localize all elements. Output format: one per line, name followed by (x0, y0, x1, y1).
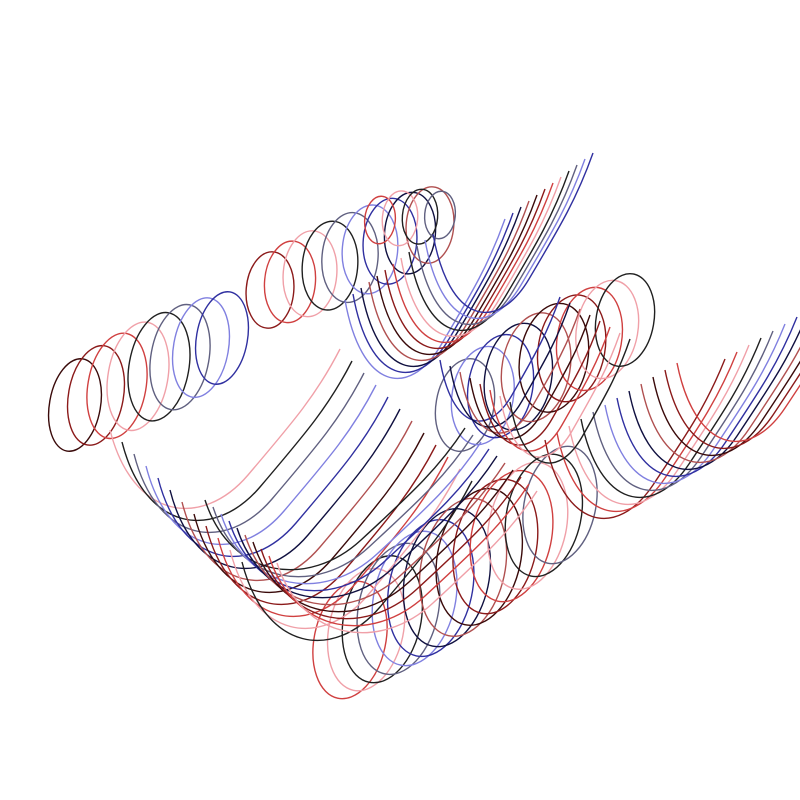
contour-line (450, 345, 515, 446)
contour-line (384, 188, 546, 350)
contour-line (469, 314, 591, 440)
contour-line (405, 186, 455, 264)
contour-line (500, 312, 572, 423)
contour-line (205, 444, 437, 605)
contour-line (241, 480, 473, 641)
contour-line (408, 170, 570, 332)
contour-line (193, 432, 425, 593)
contour-line (449, 302, 571, 428)
contour-line (664, 369, 800, 450)
contour-line (169, 408, 401, 569)
contour-line (628, 329, 800, 471)
contour-line (109, 348, 341, 509)
contour-line (344, 218, 506, 380)
contour-line (432, 152, 594, 314)
contour-line (386, 519, 475, 658)
contour-line (381, 190, 419, 247)
contour-line (341, 204, 399, 295)
contour-line (276, 490, 538, 634)
contour-line (466, 333, 535, 439)
contour-line (652, 360, 800, 457)
contour-line (489, 326, 611, 452)
contour-line (604, 323, 786, 485)
contour-line (145, 384, 377, 545)
contour-line (66, 344, 126, 446)
contour-line (47, 358, 103, 452)
contour-line (401, 188, 439, 245)
contour-line (127, 311, 191, 422)
contour-line (402, 508, 492, 648)
contour-line (352, 212, 514, 374)
contour-line (594, 272, 656, 368)
contour-line (252, 469, 514, 613)
contour-line (522, 445, 598, 565)
contour-line (181, 420, 413, 581)
contour-line (640, 346, 800, 464)
contour-line (217, 456, 449, 617)
contour-line (360, 206, 522, 368)
contour-line (616, 316, 798, 478)
contour-line (301, 220, 359, 311)
contour-line (434, 357, 496, 453)
contour-line (479, 320, 601, 446)
contour-line (229, 468, 461, 629)
contour-line (133, 372, 365, 533)
contour-line (149, 303, 211, 411)
contour-line (121, 360, 353, 521)
contour-line (499, 332, 621, 458)
contour-line (504, 453, 584, 578)
contour-line (157, 396, 389, 557)
contour-line (194, 291, 250, 385)
contour-line (556, 351, 738, 513)
contour-line (592, 330, 774, 492)
contour-line (544, 358, 726, 520)
contour-line (212, 434, 474, 578)
contour-line (575, 279, 640, 380)
contour-line (363, 195, 397, 245)
contour-line (676, 362, 800, 443)
contour-line (86, 332, 148, 440)
contour-line (509, 338, 631, 464)
contour-line (371, 530, 458, 667)
contour-line (245, 251, 295, 329)
contour-line (392, 182, 554, 344)
contour-line (376, 194, 538, 356)
contour-line (423, 190, 457, 240)
contour-line (171, 297, 231, 399)
contour-line (400, 176, 562, 338)
contour-line (435, 487, 524, 626)
contour-line (568, 344, 750, 506)
contour-line (459, 308, 581, 434)
contour-line (312, 580, 388, 700)
contour-line (368, 200, 530, 362)
contour-line (580, 337, 762, 499)
contour-line (416, 164, 578, 326)
contour-line (439, 296, 561, 422)
contour-line (424, 158, 586, 320)
contour-line (518, 302, 590, 413)
contour-line (321, 211, 379, 304)
contour-line (469, 469, 554, 603)
